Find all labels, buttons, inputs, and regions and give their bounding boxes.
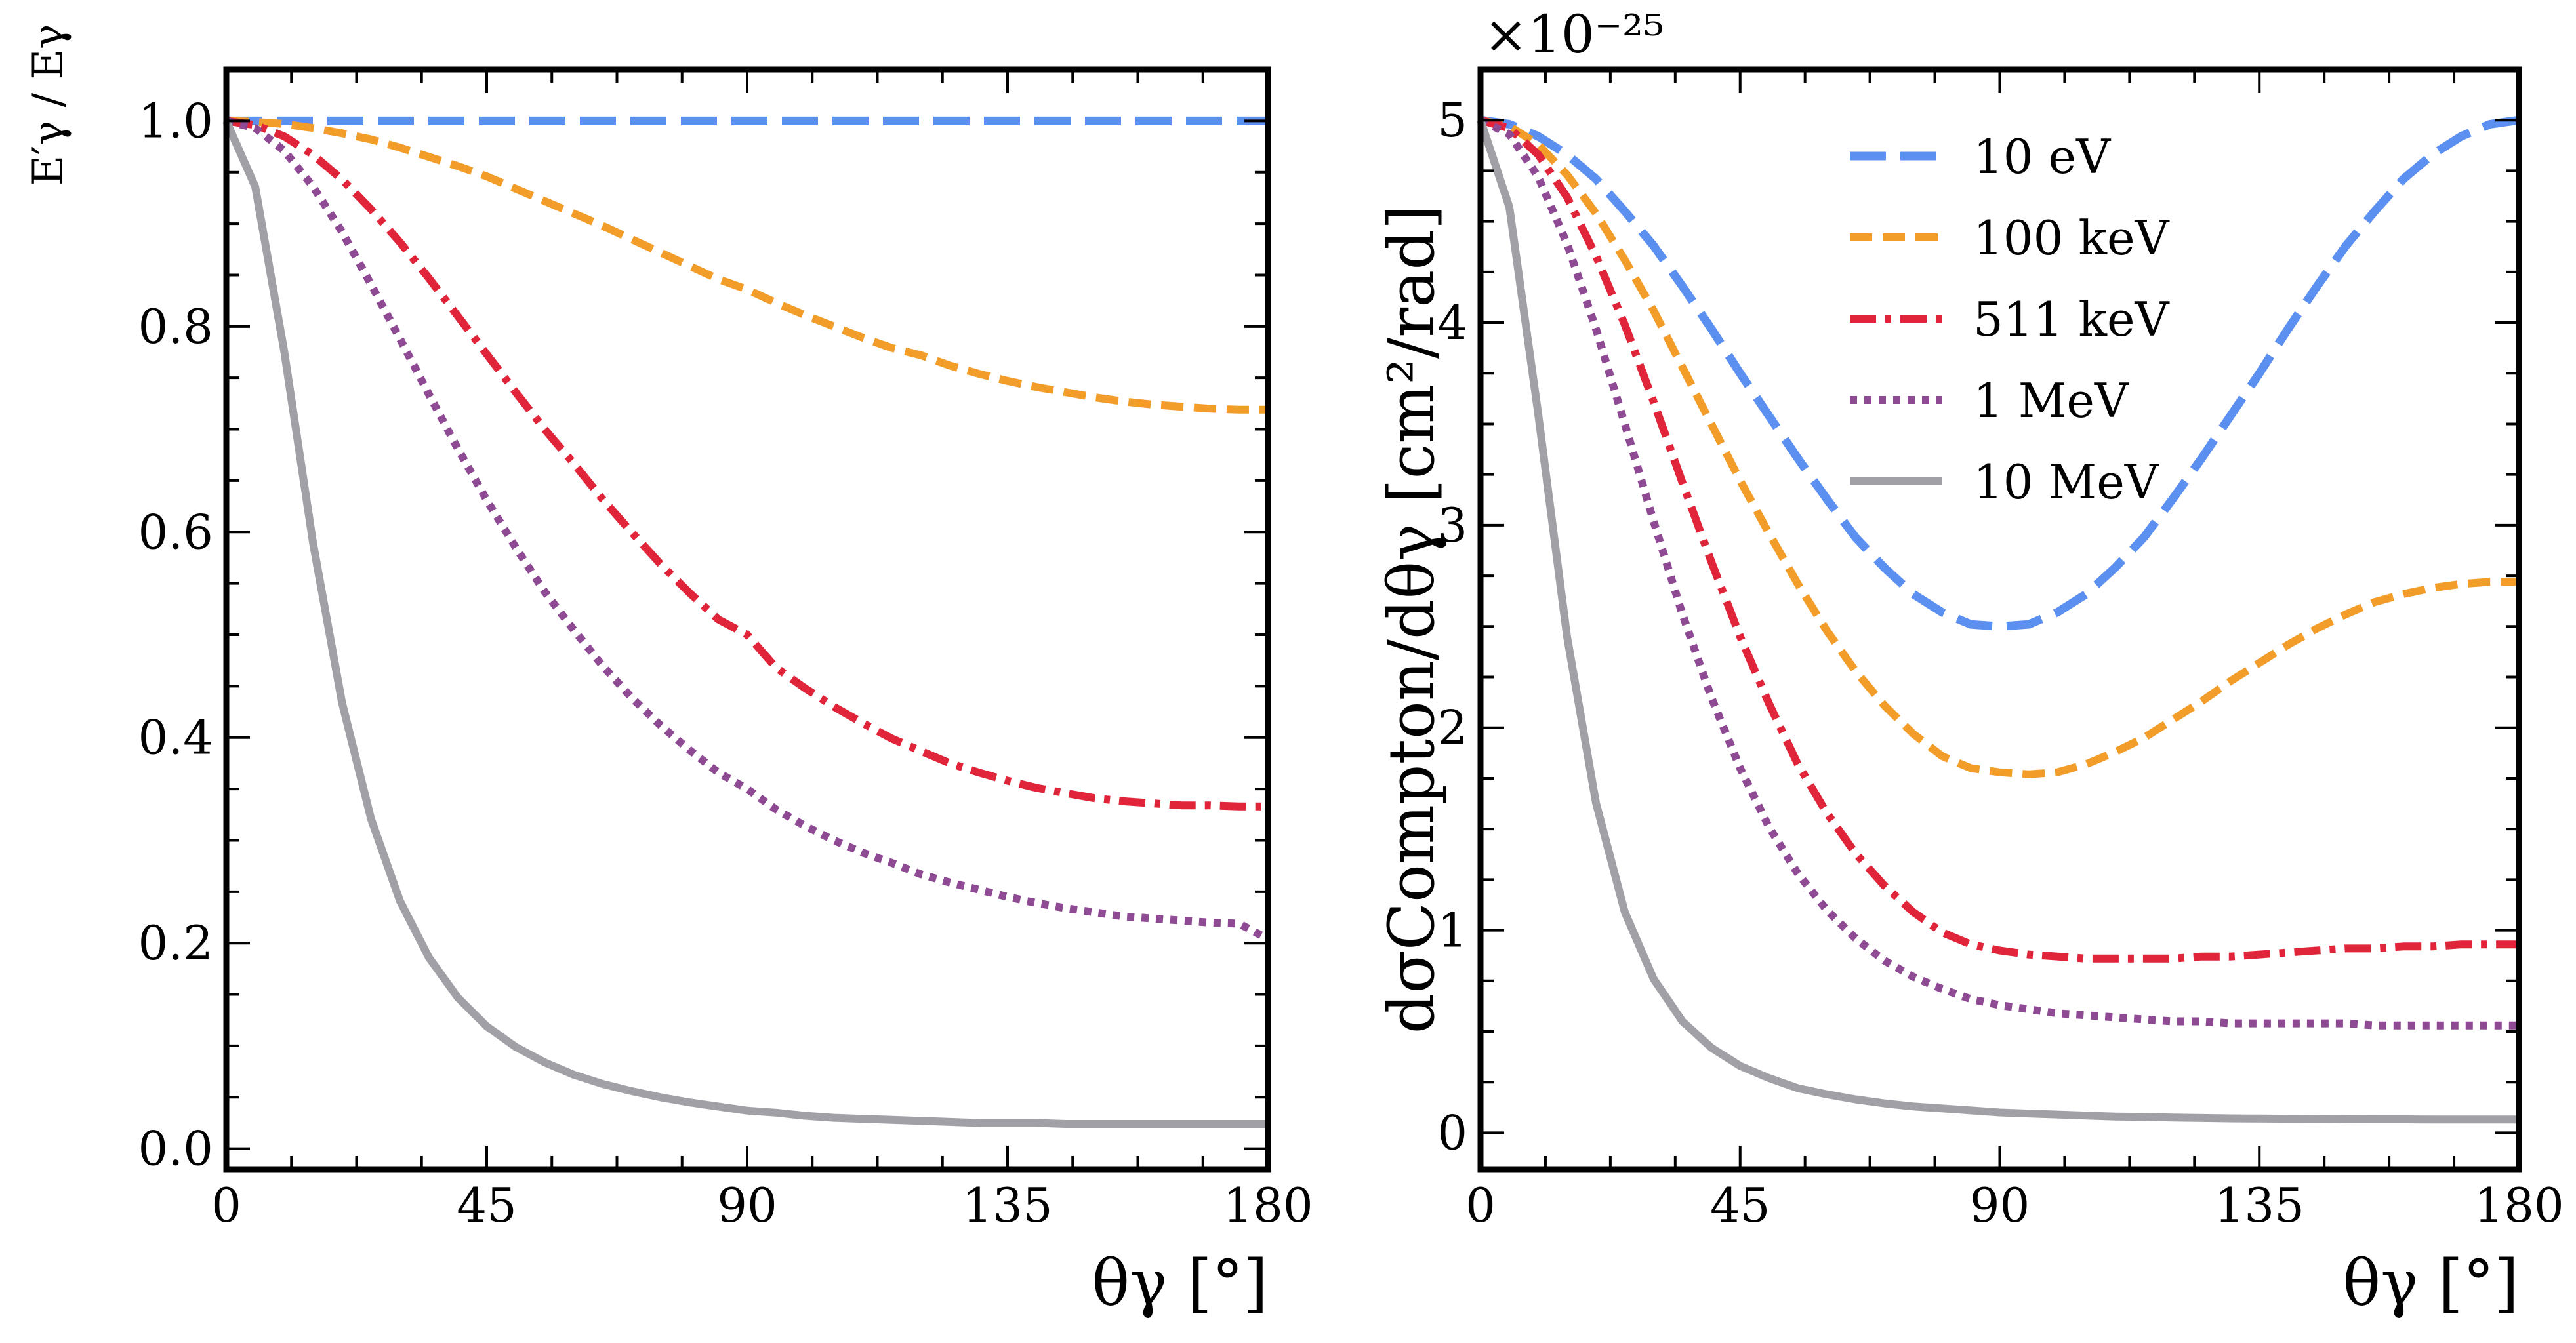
legend-label-511-kev: 511 keV [1973,292,2171,347]
right-x-tick-label: 0 [1465,1178,1496,1233]
left-y-tick-label: 0.4 [138,710,213,765]
right-series-lines [1477,115,2520,1124]
left-tick-labels: 0 45 90 135 180 0.0 0.2 0.4 0.6 0.8 1.0 [138,93,1313,1233]
right-x-tick-label: 135 [2215,1178,2304,1233]
left-x-tick-label: 0 [211,1178,241,1233]
left-panel: 0 45 90 135 180 0.0 0.2 0.4 0.6 0.8 1.0 θγ [°] E′γ… [24,24,1313,1320]
right-series-100-kev [1479,116,2519,778]
left-y-tick-label: 0.2 [138,915,213,971]
right-y-tick-label: 5 [1437,92,1467,148]
right-scale-factor: ×10⁻²⁵ [1484,4,1664,65]
right-y-tick-label: 2 [1437,700,1467,755]
right-y-tick-label: 0 [1437,1105,1467,1160]
legend-label-10-mev: 10 MeV [1973,454,2160,510]
left-y-tick-label: 0.6 [138,504,213,559]
left-y-axis-label: E′γ / Eγ [24,24,73,186]
right-series-511-kev [1479,116,2519,963]
left-y-tick-label: 1.0 [138,93,213,148]
right-series-10-mev [1477,119,2519,1124]
right-x-tick-label: 90 [1970,1178,2030,1233]
right-y-tick-label: 4 [1437,295,1467,350]
right-y-axis-label: dσCompton/dθγ [cm²/rad] [1375,205,1448,1034]
left-series-511-kev [226,117,1268,811]
right-x-axis-label: θγ [°] [2342,1247,2519,1320]
left-series-lines [222,116,1270,1128]
right-series-10-ev [1480,115,2520,631]
right-y-tick-label: 1 [1437,903,1467,958]
legend-label-100-kev: 100 keV [1973,210,2171,266]
right-y-tick-label: 3 [1437,498,1467,553]
legend: 10 eV 100 keV 511 keV 1 MeV 10 MeV [1850,129,2171,510]
left-x-tick-label: 90 [717,1178,777,1233]
right-x-tick-label: 180 [2474,1178,2564,1233]
left-series-100-kev [226,117,1268,414]
left-x-tick-label: 45 [457,1178,517,1233]
left-y-tick-label: 0.0 [138,1121,213,1176]
left-x-tick-label: 135 [962,1178,1052,1233]
right-x-tick-label: 45 [1710,1178,1770,1233]
left-ticks [225,68,1269,1169]
left-series-10-mev [222,119,1268,1128]
left-series-1-mev [225,117,1270,943]
left-x-tick-label: 180 [1223,1178,1313,1233]
left-plot-frame [223,66,1271,1173]
left-x-axis-label: θγ [°] [1092,1247,1268,1320]
right-plot-frame [1477,66,2522,1173]
left-y-tick-label: 0.8 [138,299,213,354]
legend-label-10-ev: 10 eV [1973,129,2112,184]
legend-label-1-mev: 1 MeV [1973,373,2130,428]
